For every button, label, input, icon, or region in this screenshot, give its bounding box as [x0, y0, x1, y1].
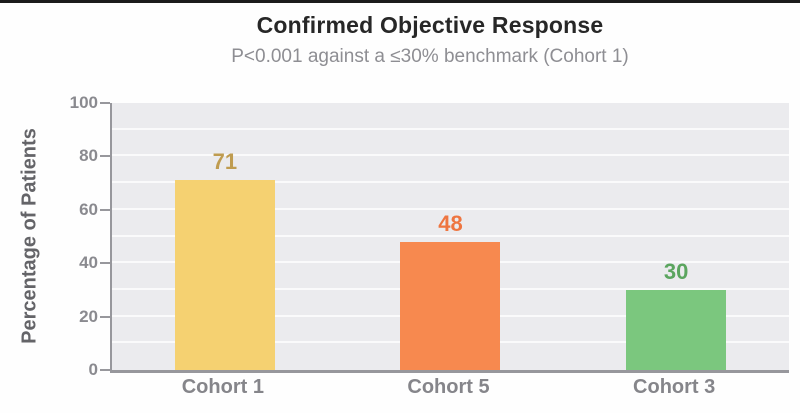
- bar-value-label: 48: [438, 210, 463, 236]
- gridline: [112, 207, 789, 210]
- y-tick-label: 40: [79, 253, 98, 273]
- y-tick-mark: [100, 208, 110, 211]
- y-tick-label: 60: [79, 199, 98, 219]
- bar-column: 71: [112, 103, 338, 370]
- y-tick-mark: [100, 315, 110, 318]
- y-tick-label: 0: [88, 360, 98, 379]
- plot-area: 71 48 30: [110, 103, 789, 373]
- chart-title: Confirmed Objective Response: [256, 12, 604, 38]
- x-category-label: Cohort 3: [633, 376, 716, 398]
- y-tick-mark: [100, 102, 110, 104]
- top-border: [0, 0, 800, 3]
- chart-header: Confirmed Objective Response P<0.001 aga…: [60, 12, 800, 68]
- x-category-label: Cohort 1: [181, 376, 264, 398]
- bar-column: 48: [338, 103, 564, 370]
- chart-subtitle: P<0.001 against a ≤30% benchmark (Cohort…: [231, 46, 629, 67]
- y-tick-label: 100: [69, 93, 98, 112]
- gridline: [112, 127, 789, 130]
- y-tick-label: 80: [79, 146, 98, 166]
- bar-value-label: 30: [663, 258, 689, 284]
- y-tick-mark: [100, 262, 110, 265]
- bar-cohort-1: [174, 180, 275, 370]
- x-category-label: Cohort 5: [407, 376, 490, 398]
- bar-value-label: 71: [212, 149, 238, 175]
- bar-cohort-5: [400, 241, 501, 370]
- y-tick-mark: [100, 155, 110, 158]
- gridline: [112, 234, 789, 237]
- gridline: [112, 154, 789, 157]
- bar-column: 30: [563, 103, 789, 370]
- y-tick-label: 20: [79, 306, 98, 326]
- bar-cohort-3: [626, 289, 727, 370]
- gridline: [112, 181, 789, 184]
- y-tick-mark: [100, 369, 110, 371]
